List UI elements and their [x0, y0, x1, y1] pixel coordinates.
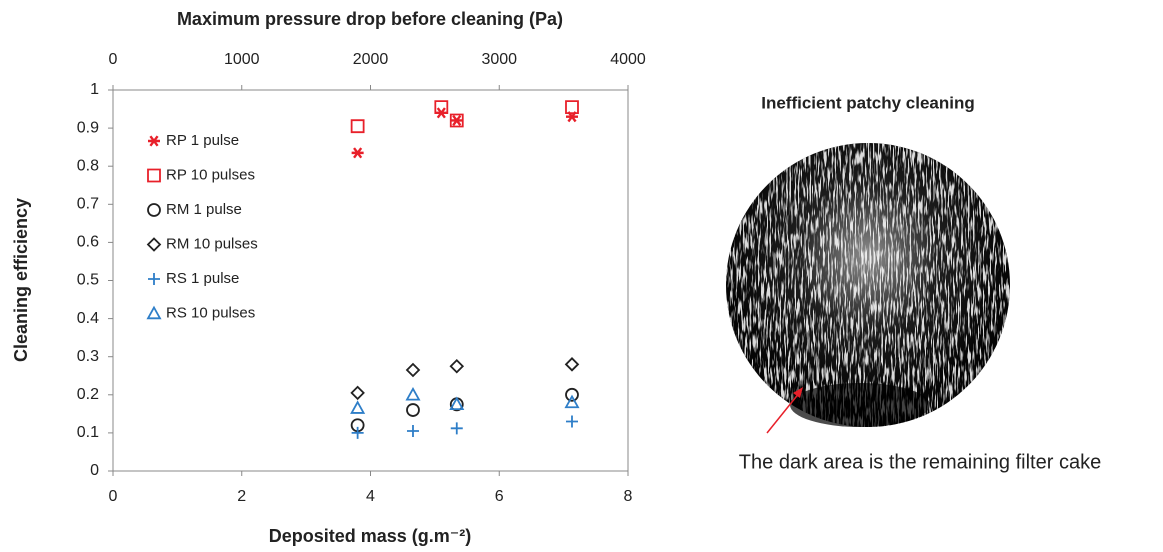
data-point — [405, 386, 421, 401]
legend-label: RM 10 pulses — [166, 235, 258, 252]
y-tick-label: 0.8 — [77, 157, 99, 174]
top-tick-label: 0 — [109, 51, 118, 68]
legend-label: RS 1 pulse — [166, 270, 239, 287]
dark-cake — [790, 383, 930, 427]
legend-marker — [146, 305, 162, 320]
data-point — [351, 147, 364, 159]
data-point — [405, 362, 421, 378]
filter-photo — [726, 143, 1010, 427]
data-point — [565, 415, 578, 428]
data-point — [449, 358, 465, 374]
x-tick-label: 0 — [109, 488, 118, 505]
legend-label: RS 10 pulses — [166, 304, 255, 321]
legend-marker — [147, 168, 161, 183]
data-point — [450, 422, 463, 435]
legend-marker — [148, 135, 160, 147]
x-tick-label: 2 — [237, 488, 246, 505]
data-point — [434, 100, 449, 115]
legend-label: RM 1 pulse — [166, 201, 242, 218]
filter-glow — [726, 143, 1010, 427]
y-tick-label: 0.9 — [77, 119, 99, 136]
y-tick-label: 1 — [90, 81, 99, 98]
data-point — [350, 385, 365, 401]
top-tick-label: 4000 — [610, 51, 646, 68]
data-point — [350, 119, 365, 134]
legend-label: RP 10 pulses — [166, 166, 255, 183]
data-point — [564, 394, 580, 409]
legend-label: RP 1 pulse — [166, 132, 239, 149]
image-caption: The dark area is the remaining filter ca… — [739, 451, 1101, 473]
y-tick-label: 0.2 — [77, 386, 99, 403]
image-title: Inefficient patchy cleaning — [761, 93, 975, 112]
data-point — [565, 100, 579, 115]
legend-marker — [147, 203, 161, 217]
data-point — [406, 403, 420, 417]
data-point — [565, 387, 579, 402]
legend-marker — [146, 237, 162, 252]
top-tick-label: 2000 — [353, 51, 389, 68]
data-point — [450, 114, 463, 126]
top-axis-title: Maximum pressure drop before cleaning (P… — [177, 9, 563, 29]
data-point — [350, 400, 366, 414]
y-tick-label: 0.6 — [77, 234, 99, 251]
x-tick-label: 8 — [624, 488, 633, 505]
y-tick-label: 0.5 — [77, 272, 99, 289]
y-tick-label: 0.4 — [77, 310, 99, 327]
data-point — [449, 396, 465, 411]
x-tick-label: 6 — [495, 488, 504, 505]
y-axis-title: Cleaning efficiency — [11, 198, 31, 362]
x-axis-title: Deposited mass (g.m⁻²) — [269, 526, 472, 546]
data-point — [449, 113, 464, 128]
data-point — [351, 426, 364, 439]
y-tick-label: 0.3 — [77, 348, 99, 365]
y-tick-label: 0.1 — [77, 424, 99, 441]
arrow-shaft — [766, 391, 801, 434]
x-tick-label: 4 — [366, 488, 375, 505]
data-point — [564, 357, 580, 372]
arrow-head — [793, 387, 803, 398]
top-tick-label: 3000 — [481, 51, 517, 68]
y-tick-label: 0.7 — [77, 196, 99, 213]
legend-marker — [148, 273, 160, 285]
data-point — [406, 424, 419, 437]
y-tick-label: 0 — [90, 462, 99, 479]
top-tick-label: 1000 — [224, 51, 260, 68]
